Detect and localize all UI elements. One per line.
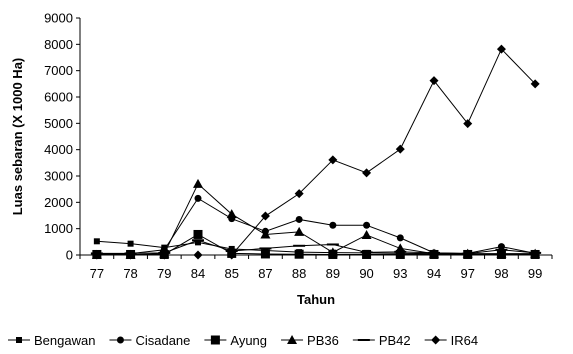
y-tick-label: 4000	[44, 142, 73, 157]
x-tick-label: 77	[90, 266, 104, 281]
data-point-pb36	[361, 229, 372, 239]
legend-label: IR64	[451, 333, 478, 348]
data-point-ir64	[294, 189, 304, 199]
x-tick-label: 85	[224, 266, 238, 281]
x-tick-label: 99	[528, 266, 542, 281]
data-point-ayung	[193, 229, 203, 239]
x-tick-label: 87	[258, 266, 272, 281]
y-tick-label: 6000	[44, 90, 73, 105]
y-tick-label: 9000	[44, 11, 73, 26]
x-tick-label: 78	[123, 266, 137, 281]
legend-marker-bengawan	[16, 337, 22, 343]
legend-marker-ayung	[210, 335, 220, 345]
x-axis-title: Tahun	[297, 292, 335, 307]
data-point-ir64	[260, 211, 270, 221]
data-point-cisadane	[194, 194, 202, 202]
x-tick-label: 94	[427, 266, 441, 281]
data-point-pb36	[496, 248, 507, 258]
y-tick-label: 5000	[44, 116, 73, 131]
data-point-ayung	[395, 249, 405, 259]
data-point-cisadane	[497, 243, 505, 251]
data-point-pb36	[226, 209, 237, 219]
data-point-ayung	[294, 249, 304, 259]
data-point-ir64	[227, 250, 237, 260]
legend-item-pb36: PB36	[281, 333, 339, 348]
legend: Bengawan Cisadane Ayung PB36 PB42 IR64	[8, 333, 478, 348]
y-tick-label: 0	[66, 248, 73, 263]
data-point-ir64	[159, 250, 169, 260]
y-tick-label: 2000	[44, 195, 73, 210]
x-tick-label: 79	[157, 266, 171, 281]
y-tick-label: 3000	[44, 169, 73, 184]
x-tick-label: 88	[292, 266, 306, 281]
data-point-ir64	[530, 79, 540, 89]
data-point-ir64	[429, 76, 439, 86]
data-point-ir64	[92, 250, 102, 260]
x-tick-label: 93	[393, 266, 407, 281]
data-point-ir64	[193, 250, 203, 260]
series-line-ir64	[96, 48, 536, 256]
legend-label: PB42	[379, 333, 411, 348]
x-tick-label: 98	[494, 266, 508, 281]
data-point-ir64	[328, 155, 338, 165]
data-point-pb36	[193, 178, 203, 188]
legend-marker-pb36	[287, 335, 298, 344]
x-tick-label: 84	[191, 266, 205, 281]
legend-item-ir64: IR64	[424, 333, 478, 348]
legend-item-pb42: PB42	[352, 333, 411, 348]
y-tick-label: 7000	[44, 63, 73, 78]
data-point-pb36	[260, 229, 271, 239]
data-point-ir64	[126, 250, 136, 260]
plot-area: 0 1000 2000 3000 4000 5000 6000 7000 8000 9000 77 7…	[44, 11, 553, 281]
data-point-ayung	[362, 249, 372, 259]
data-point-bengawan	[195, 239, 201, 246]
series-line-pb36	[96, 183, 536, 256]
y-axis-title: Luas sebaran (X 1000 Ha)	[10, 58, 25, 216]
legend-label: PB36	[307, 333, 339, 348]
data-point-cisadane	[329, 221, 337, 229]
data-point-cisadane	[396, 234, 404, 242]
data-point-ayung	[260, 249, 270, 259]
legend-item-cisadane: Cisadane	[109, 333, 190, 348]
y-tick-label: 8000	[44, 37, 73, 52]
data-point-cisadane	[295, 215, 303, 223]
x-tick-label: 90	[359, 266, 373, 281]
data-point-pb36	[395, 243, 406, 253]
data-point-cisadane	[363, 221, 371, 229]
legend-label: Ayung	[230, 333, 267, 348]
data-point-pb36	[327, 247, 338, 257]
data-point-bengawan	[93, 238, 100, 245]
data-point-ir64	[395, 144, 405, 154]
legend-marker-ir64	[431, 335, 441, 345]
legend-label: Bengawan	[34, 333, 95, 348]
legend-marker-cisadane	[116, 336, 124, 344]
y-tick-label: 1000	[44, 221, 73, 236]
data-point-ir64	[496, 44, 506, 54]
legend-label: Cisadane	[135, 333, 190, 348]
data-point-bengawan	[127, 240, 134, 247]
x-tick-label: 97	[460, 266, 474, 281]
legend-item-ayung: Ayung	[204, 333, 267, 348]
data-point-pb36	[294, 226, 305, 236]
legend-item-bengawan: Bengawan	[8, 333, 95, 348]
x-tick-label: 89	[326, 266, 340, 281]
data-point-ir64	[362, 168, 372, 178]
data-point-ir64	[463, 119, 473, 129]
